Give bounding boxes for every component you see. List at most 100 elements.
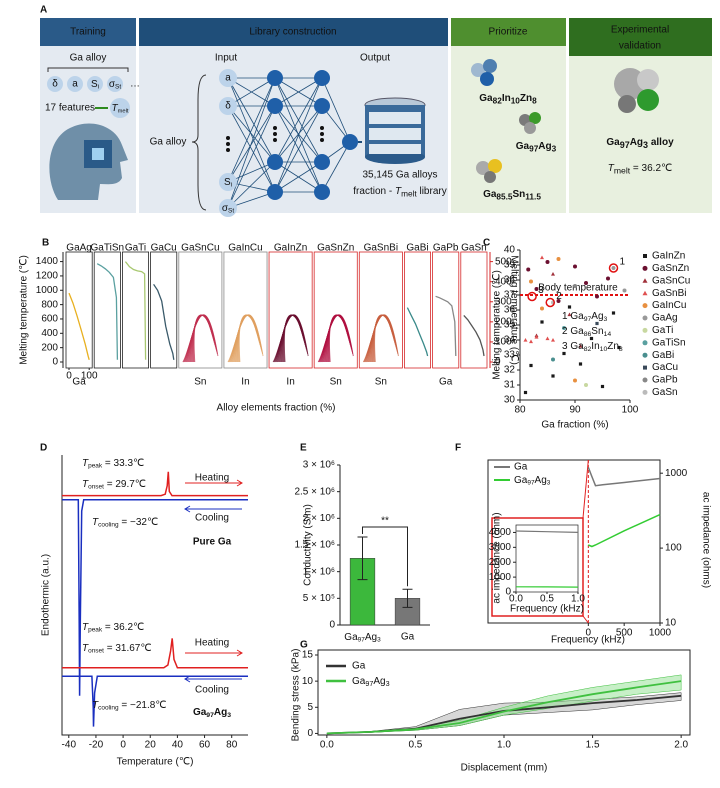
text-part: Ga [344,632,358,643]
text-part: 97 [529,145,539,154]
feature: a [72,79,78,90]
legend-marker [643,254,647,258]
label: 1 [620,257,626,268]
legend-marker [643,278,648,283]
text-part: Ag [630,137,643,148]
note: 2 Ga86Sn14 [562,326,611,338]
point [551,338,555,342]
ellipsis-dot [273,138,277,142]
text-part: fraction - [353,186,395,197]
legend-marker [643,291,648,296]
subplot-frame [359,252,402,368]
legend-marker [643,378,648,383]
subplot-line [407,308,427,356]
text-part: Ga [479,93,493,104]
label: 17 features [45,103,95,114]
y-tick-label: 30 [504,395,516,406]
legend-label: GaTi [652,325,673,336]
label: Alloy elements fraction (%) [217,403,336,414]
legend-label: GaPb [652,375,678,386]
point [612,266,616,270]
subplot-line [125,262,145,360]
note: 3 Ga82In10Zn8 [562,341,623,353]
text-part: In [502,93,511,104]
panel-label: A [40,5,47,16]
subplot-title: GaSnZn [317,243,354,254]
subplot-xlabel: In [241,377,249,388]
text-part: 8 [619,346,623,353]
text-part: i [231,181,232,188]
point [595,295,599,299]
text-part: Sn [591,326,603,337]
x-tick-label: 0 [66,371,72,382]
text-part: 2 Ga [562,326,584,337]
subplot-frame [314,252,357,368]
point [540,307,544,311]
point [529,364,532,367]
axis-label: Bending stress (kPa) [291,649,302,742]
text-part: 3 [386,679,390,688]
y-tick-label: 36 [504,305,516,316]
arrow [185,650,242,656]
subplot-title: GaSn [461,243,487,254]
text-part: 14 [604,331,612,338]
x-tick-label: 0 [120,740,126,751]
y-tick-label: 400 [41,328,58,339]
ellipsis-dot [273,126,277,130]
legend-marker [643,266,648,271]
x-tick-label: 1.0 [497,740,511,751]
x-tick-label: -20 [89,740,104,751]
input: a [225,73,231,84]
x-tick-label: 0.5 [408,740,422,751]
text-part: 3 [377,636,381,643]
subplot-line [97,264,117,360]
ellipsis-dot [273,132,277,136]
legend-marker [643,353,648,358]
label: Ga alloy [150,137,187,148]
text-part: 3 [604,316,608,323]
subplot-xlabel: Sn [375,377,387,388]
label: Temperature (℃) [117,757,194,768]
legend-label: GaInZn [652,251,685,262]
text-part: Zn [520,93,532,104]
y-tick-label: 200 [41,342,58,353]
point [606,277,610,281]
x-tick-label: 80 [514,405,526,416]
panel-label: B [42,238,49,249]
x-tick-label: 0.0 [320,740,334,751]
point [551,374,554,377]
point [551,358,555,362]
legend-label: GaSn [652,387,678,398]
legend-label: GaCu [652,362,678,373]
text-part: 10 [511,97,521,106]
point [551,272,555,276]
panel-label: F [455,443,461,454]
y-tick-label: 3 × 10⁶ [303,460,335,471]
subplot-line [464,315,484,356]
y-tick-label: 10 [302,676,314,687]
text-part: cooling [98,521,119,528]
label: Pure Ga [193,537,232,548]
text-part: Sn [513,189,526,200]
point [573,379,577,383]
y-tick-label: 0 [307,728,313,739]
text-part: 3 [547,479,551,486]
text-part: = 36.2℃ [630,163,672,174]
label: Frequency (kHz) [510,604,584,615]
point [584,281,588,285]
subplot-title: GaSnBi [364,243,398,254]
y-tick-label: 10 [665,618,677,629]
text-part: 3 [227,712,231,719]
text-part: In [591,341,599,352]
subplot-frame [224,252,267,368]
label: Frequency (kHz) [551,635,625,646]
label: Tcooling = −32℃ [92,517,158,529]
text-part: 11.5 [525,193,541,202]
x-tick-label: 100 [622,405,639,416]
label: Cooling [195,685,229,696]
label: Input [215,53,237,64]
network-node [267,154,283,170]
point [529,280,533,284]
legend-label: Ga97Ag3 [352,676,390,688]
